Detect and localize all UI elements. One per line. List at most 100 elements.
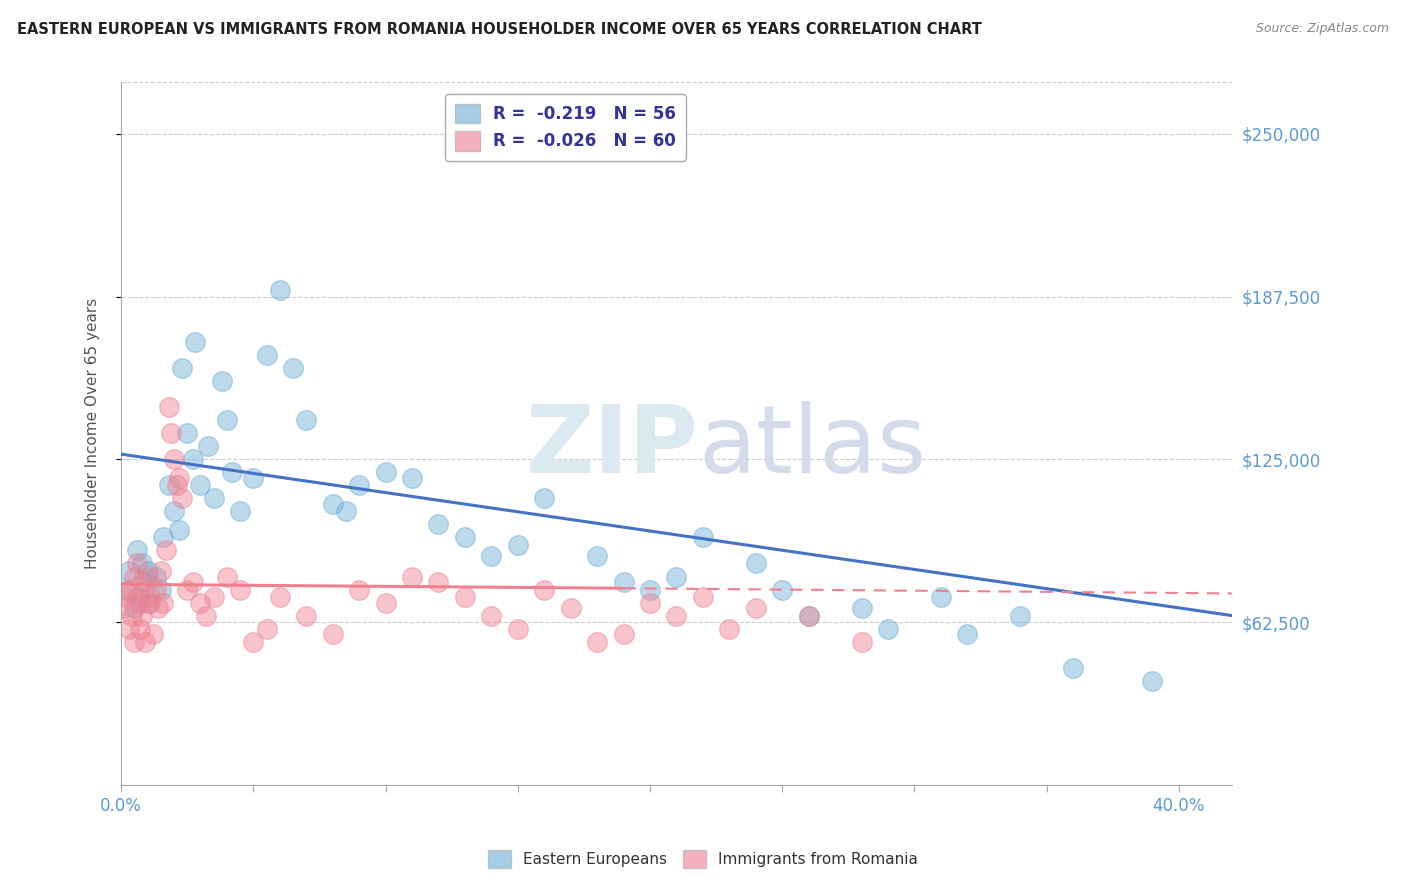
Point bbox=[851, 634, 873, 648]
Point bbox=[136, 564, 159, 578]
Point bbox=[152, 595, 174, 609]
Point bbox=[163, 452, 186, 467]
Point bbox=[166, 478, 188, 492]
Point bbox=[692, 531, 714, 545]
Point bbox=[374, 466, 396, 480]
Point bbox=[170, 361, 193, 376]
Point bbox=[269, 591, 291, 605]
Point bbox=[184, 335, 207, 350]
Point bbox=[160, 426, 183, 441]
Point bbox=[139, 595, 162, 609]
Point bbox=[229, 504, 252, 518]
Point bbox=[612, 574, 634, 589]
Point bbox=[797, 608, 820, 623]
Point bbox=[454, 531, 477, 545]
Point bbox=[157, 401, 180, 415]
Point bbox=[190, 595, 212, 609]
Point bbox=[295, 413, 318, 427]
Point bbox=[149, 582, 172, 597]
Point bbox=[745, 557, 768, 571]
Point bbox=[128, 591, 150, 605]
Point bbox=[374, 595, 396, 609]
Point bbox=[242, 634, 264, 648]
Point bbox=[157, 478, 180, 492]
Point bbox=[145, 582, 167, 597]
Point bbox=[131, 608, 153, 623]
Point bbox=[142, 627, 165, 641]
Point bbox=[745, 600, 768, 615]
Point bbox=[929, 591, 952, 605]
Point bbox=[797, 608, 820, 623]
Point bbox=[454, 591, 477, 605]
Point bbox=[128, 622, 150, 636]
Point bbox=[851, 600, 873, 615]
Point bbox=[215, 413, 238, 427]
Point bbox=[124, 634, 146, 648]
Point bbox=[181, 452, 204, 467]
Point bbox=[427, 517, 450, 532]
Point bbox=[176, 426, 198, 441]
Y-axis label: Householder Income Over 65 years: Householder Income Over 65 years bbox=[86, 298, 100, 569]
Point bbox=[586, 634, 609, 648]
Point bbox=[479, 608, 502, 623]
Point bbox=[401, 569, 423, 583]
Point bbox=[612, 627, 634, 641]
Point bbox=[139, 591, 162, 605]
Point bbox=[533, 582, 555, 597]
Point bbox=[190, 478, 212, 492]
Point bbox=[256, 348, 278, 362]
Point bbox=[479, 549, 502, 563]
Point bbox=[770, 582, 793, 597]
Point bbox=[194, 608, 217, 623]
Point bbox=[256, 622, 278, 636]
Point bbox=[124, 600, 146, 615]
Point bbox=[1010, 608, 1032, 623]
Point bbox=[347, 478, 370, 492]
Point bbox=[586, 549, 609, 563]
Point bbox=[131, 557, 153, 571]
Point bbox=[125, 591, 148, 605]
Point bbox=[401, 470, 423, 484]
Point bbox=[427, 574, 450, 589]
Text: atlas: atlas bbox=[699, 401, 927, 493]
Point bbox=[718, 622, 741, 636]
Point bbox=[155, 543, 177, 558]
Point bbox=[134, 634, 156, 648]
Point bbox=[169, 470, 191, 484]
Text: Source: ZipAtlas.com: Source: ZipAtlas.com bbox=[1256, 22, 1389, 36]
Point bbox=[125, 543, 148, 558]
Text: EASTERN EUROPEAN VS IMMIGRANTS FROM ROMANIA HOUSEHOLDER INCOME OVER 65 YEARS COR: EASTERN EUROPEAN VS IMMIGRANTS FROM ROMA… bbox=[17, 22, 981, 37]
Point bbox=[169, 523, 191, 537]
Point bbox=[136, 595, 159, 609]
Point bbox=[281, 361, 304, 376]
Point bbox=[506, 538, 529, 552]
Point bbox=[215, 569, 238, 583]
Point bbox=[145, 569, 167, 583]
Point bbox=[1062, 660, 1084, 674]
Point bbox=[560, 600, 582, 615]
Point bbox=[136, 569, 159, 583]
Point bbox=[506, 622, 529, 636]
Point bbox=[638, 582, 661, 597]
Point bbox=[335, 504, 357, 518]
Point bbox=[956, 627, 979, 641]
Point bbox=[665, 608, 688, 623]
Point bbox=[221, 466, 243, 480]
Point bbox=[131, 574, 153, 589]
Point bbox=[118, 582, 141, 597]
Point bbox=[118, 564, 141, 578]
Point bbox=[152, 531, 174, 545]
Point bbox=[112, 600, 135, 615]
Point bbox=[202, 591, 225, 605]
Point bbox=[877, 622, 900, 636]
Point bbox=[124, 569, 146, 583]
Point bbox=[692, 591, 714, 605]
Point bbox=[118, 622, 141, 636]
Point bbox=[170, 491, 193, 506]
Point bbox=[149, 564, 172, 578]
Point bbox=[242, 470, 264, 484]
Point bbox=[197, 439, 219, 453]
Point bbox=[115, 591, 138, 605]
Point bbox=[533, 491, 555, 506]
Point bbox=[229, 582, 252, 597]
